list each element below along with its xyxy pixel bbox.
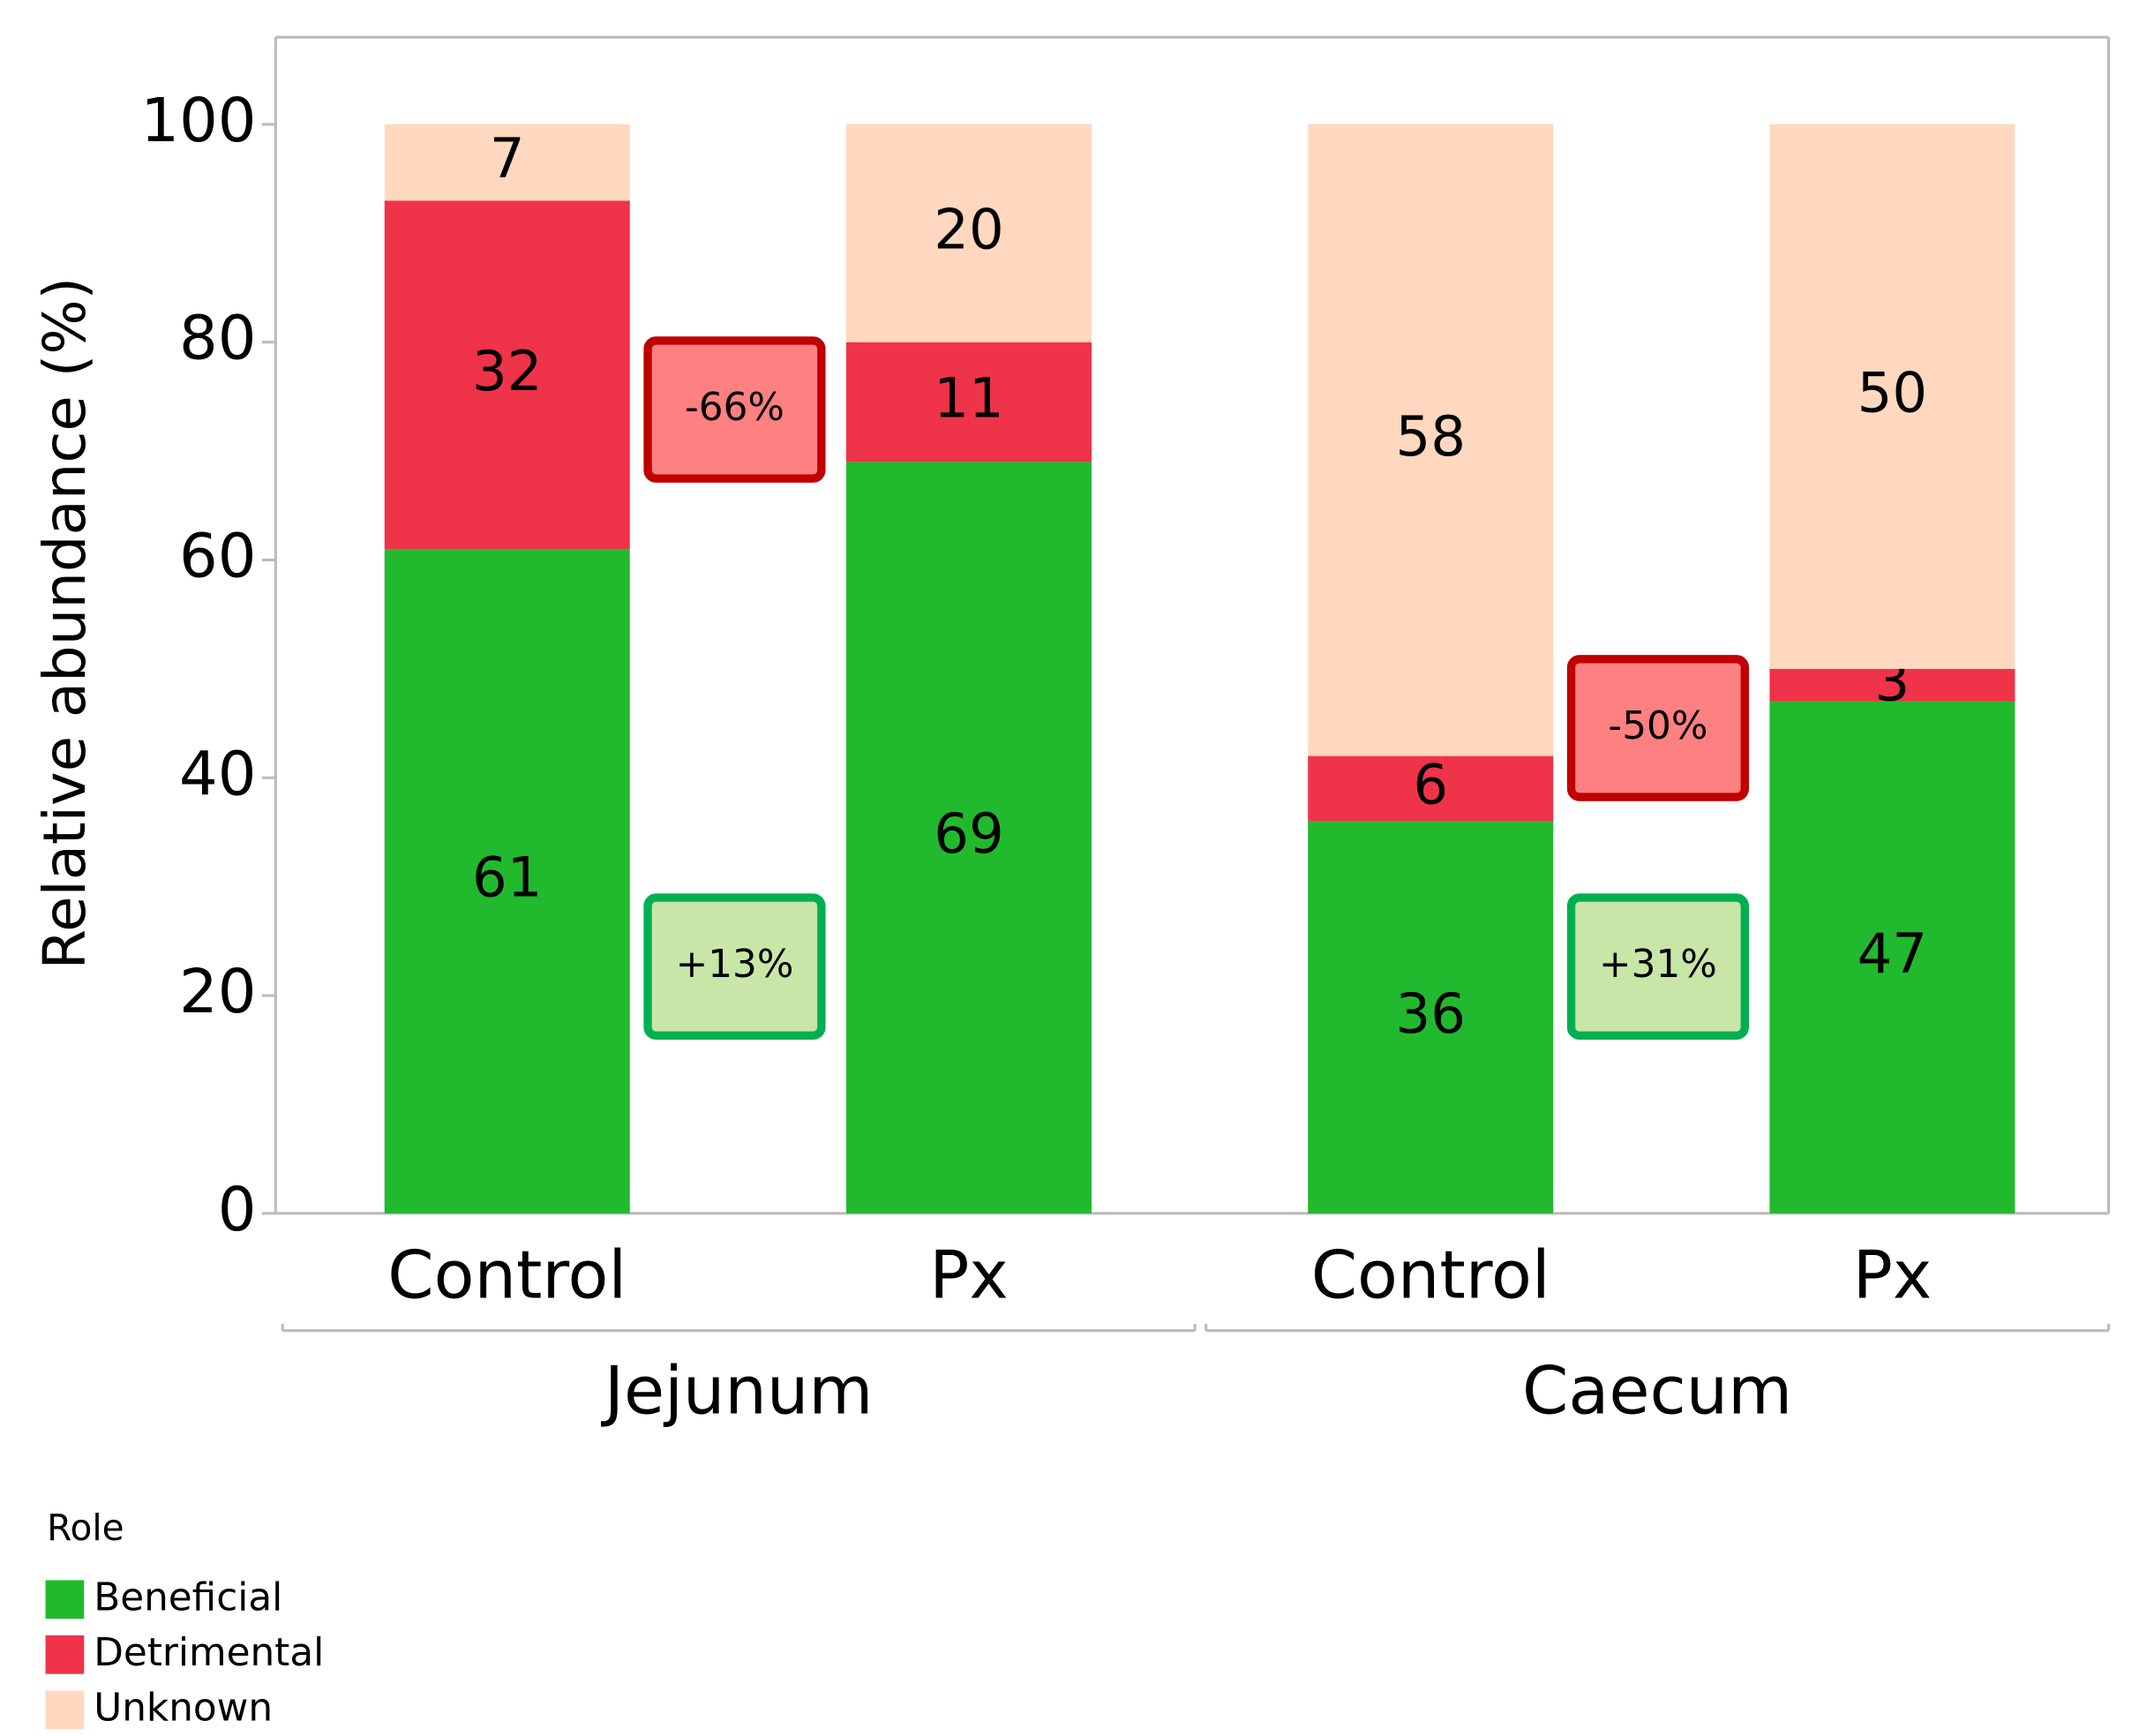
bar-segment bbox=[1769, 701, 2015, 1214]
y-tick-label: 20 bbox=[179, 957, 256, 1027]
value-label: 36 bbox=[1395, 981, 1465, 1046]
x-tick-label: Control bbox=[1311, 1236, 1550, 1313]
bar-segment bbox=[845, 124, 1092, 342]
legend-label: Detrimental bbox=[94, 1630, 324, 1675]
value-label: 32 bbox=[472, 339, 542, 403]
bar-segment bbox=[1308, 821, 1554, 1214]
annotation: -50% bbox=[1608, 703, 1707, 748]
value-label: 20 bbox=[934, 197, 1003, 261]
annotation: +13% bbox=[676, 942, 794, 987]
value-label: 50 bbox=[1858, 360, 1927, 425]
bar-segment bbox=[845, 342, 1092, 462]
y-tick-label: 100 bbox=[140, 86, 256, 156]
value-label: 58 bbox=[1395, 404, 1465, 469]
group-label: Jejunum bbox=[601, 1352, 874, 1430]
value-label: 69 bbox=[934, 801, 1003, 866]
bar-segment bbox=[1769, 668, 2015, 702]
group-label: Caecum bbox=[1522, 1352, 1792, 1430]
y-tick-label: 80 bbox=[179, 304, 256, 374]
value-label: 11 bbox=[934, 366, 1003, 431]
annotation: -66% bbox=[685, 385, 784, 430]
annotation-box bbox=[1566, 893, 1749, 1041]
legend-label: Beneficial bbox=[94, 1574, 282, 1620]
legend-label: Unknown bbox=[94, 1685, 273, 1730]
value-label: 7 bbox=[490, 126, 525, 191]
bar-segment bbox=[845, 462, 1092, 1214]
bar-segment bbox=[384, 200, 630, 550]
bar-segment bbox=[1308, 755, 1554, 822]
value-label: 47 bbox=[1858, 921, 1927, 986]
annotation-box bbox=[1566, 655, 1749, 801]
x-tick-label: Control bbox=[387, 1236, 627, 1313]
y-tick-label: 40 bbox=[179, 739, 256, 809]
annotation-box bbox=[643, 336, 826, 483]
legend-swatch bbox=[45, 1635, 85, 1674]
annotation: +31% bbox=[1599, 942, 1717, 987]
y-tick-label: 60 bbox=[179, 522, 256, 592]
bar-segment bbox=[1308, 124, 1554, 756]
bar-segment bbox=[1769, 124, 2015, 669]
legend-swatch bbox=[45, 1580, 85, 1620]
x-tick-label: Px bbox=[929, 1236, 1009, 1313]
bar-segment bbox=[384, 124, 630, 201]
value-label: 6 bbox=[1413, 753, 1448, 817]
bar-segment bbox=[384, 549, 630, 1214]
legend-title: Role bbox=[47, 1507, 124, 1549]
y-tick-label: 0 bbox=[218, 1175, 257, 1245]
x-tick-label: Px bbox=[1853, 1236, 1933, 1313]
legend-swatch bbox=[45, 1690, 85, 1730]
annotation-box bbox=[643, 893, 826, 1041]
y-axis-label: Relative abundance (%) bbox=[32, 277, 99, 970]
value-label: 61 bbox=[472, 845, 542, 910]
